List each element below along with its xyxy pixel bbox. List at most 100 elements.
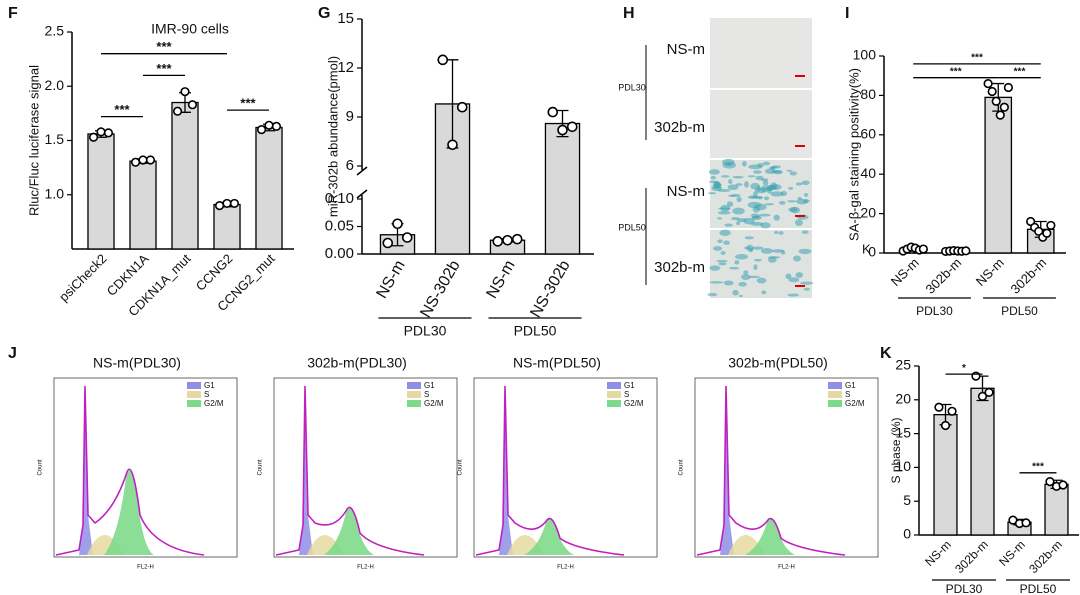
stained-cell [767, 256, 781, 259]
g2-peak [324, 508, 374, 555]
bar [213, 203, 241, 250]
stained-cell [795, 182, 803, 186]
y-tick-label: 15 [895, 424, 911, 440]
stained-cell [748, 164, 763, 170]
g2-peak [104, 470, 154, 555]
y-tick-label: 80 [860, 86, 876, 102]
data-point [1003, 82, 1013, 93]
data-point [145, 155, 156, 165]
stained-cell [720, 250, 726, 256]
stained-cell [754, 187, 768, 194]
stained-cell [709, 265, 721, 271]
axis-label: FL2-H [557, 565, 574, 571]
significance-label: *** [240, 96, 256, 111]
y-tick-label: 15 [337, 10, 354, 27]
stained-cell [710, 175, 716, 180]
x-tick-label: NS-m [483, 258, 518, 302]
stained-cell [770, 191, 784, 197]
x-tick-label: 302b-m [923, 255, 965, 297]
stained-cell [707, 192, 717, 195]
axis-label: Count [38, 459, 44, 475]
legend-swatch [187, 391, 201, 398]
legend-label: G1 [845, 381, 856, 390]
y-tick-label: 0.00 [325, 245, 354, 262]
significance-label: *** [950, 66, 962, 77]
group-label: PDL30 [404, 323, 447, 339]
stained-cell [717, 239, 723, 244]
data-point [264, 120, 274, 130]
data-point [566, 121, 578, 133]
y-axis-label: Rluc/Fluc luciferase signal [26, 65, 41, 216]
histogram-title: 302b-m(PDL30) [307, 355, 407, 371]
legend-swatch [828, 400, 842, 407]
significance-label: *** [1032, 461, 1044, 472]
group-label: PDL50 [618, 222, 646, 232]
data-point [987, 86, 997, 97]
stained-cell [774, 231, 779, 234]
micrograph [710, 18, 812, 88]
legend-label: G1 [204, 381, 215, 390]
axis-label: Count [258, 459, 264, 475]
y-tick-label: 10 [895, 458, 911, 474]
data-point [103, 128, 114, 138]
stained-cell [748, 275, 760, 279]
data-point [547, 106, 559, 118]
row-label: 302b-m [654, 259, 705, 276]
y-tick-label: 20 [860, 204, 876, 220]
y-axis-label: S phase (%) [889, 417, 903, 483]
stained-cell [789, 171, 798, 176]
bar [1044, 483, 1069, 536]
data-point [138, 155, 148, 165]
bar [544, 122, 581, 255]
y-tick-label: 0 [903, 526, 911, 542]
data-point [382, 237, 394, 249]
data-point [456, 101, 468, 113]
stained-cell [778, 231, 784, 235]
y-tick-label: 0.10 [325, 190, 354, 207]
stained-cell [732, 289, 739, 296]
histogram-title: NS-m(PDL50) [513, 355, 601, 371]
stained-cell [708, 169, 720, 175]
stained-cell [717, 211, 731, 215]
y-tick-label: 2.5 [45, 23, 65, 39]
fit-curve [275, 385, 425, 556]
y-tick-label: 6 [346, 157, 354, 174]
x-tick-label: CCNG2 [193, 251, 236, 294]
axis-break [356, 189, 368, 199]
stained-cell [721, 175, 730, 178]
row-label: NS-m [667, 41, 705, 58]
stained-cell [707, 292, 718, 297]
stained-cell [743, 217, 755, 225]
stained-cell [766, 186, 772, 194]
stained-cell [735, 183, 743, 186]
y-tick-label: 60 [860, 126, 876, 142]
stained-cell [760, 248, 774, 254]
x-tick-label: 302b-m [1026, 537, 1065, 576]
stained-cell [736, 221, 741, 226]
y-tick-label: 100 [853, 47, 877, 63]
data-point [437, 54, 449, 66]
y-tick-label: 25 [895, 357, 911, 373]
stained-cell [762, 180, 769, 187]
legend-swatch [407, 391, 421, 398]
stained-cell [717, 217, 722, 220]
stained-cell [756, 277, 767, 284]
stained-cell [741, 274, 751, 281]
stained-cell [800, 281, 814, 285]
data-point [88, 132, 99, 142]
stained-cell [801, 180, 810, 186]
row-label: 302b-m [654, 119, 705, 136]
plot-frame [473, 377, 658, 558]
axis-label: Count [458, 459, 464, 475]
stained-cell [762, 161, 770, 166]
data-point [918, 244, 928, 254]
bar [129, 160, 157, 250]
g1-peak [79, 388, 93, 555]
stained-cell [751, 246, 764, 250]
stained-cell [751, 216, 761, 219]
axis-label: Count [679, 459, 685, 475]
stained-cell [803, 192, 809, 197]
x-tick-label: 302b-m [1008, 255, 1050, 297]
stained-cell [785, 273, 792, 280]
